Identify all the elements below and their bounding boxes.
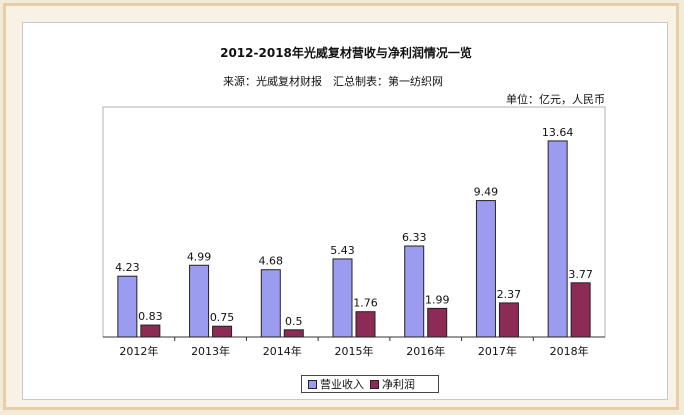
- data-label-profit: 2.37: [497, 288, 522, 301]
- data-label-profit: 0.5: [285, 315, 303, 328]
- chart-unit: 单位：亿元，人民币: [506, 93, 605, 106]
- data-label-profit: 3.77: [568, 268, 593, 281]
- x-tick-label: 2014年: [263, 344, 302, 358]
- bar-profit: [427, 307, 448, 338]
- legend: 营业收入 净利润: [301, 375, 439, 393]
- bar-revenue: [332, 258, 353, 338]
- x-tick-label: 2018年: [550, 344, 589, 358]
- data-label-profit: 1.99: [425, 293, 450, 306]
- x-tick-label: 2017年: [478, 344, 517, 358]
- chart-panel: 2012-2018年光威复材营收与净利润情况一览 来源：光威复材财报 汇总制表：…: [22, 22, 668, 400]
- legend-item-revenue: 营业收入: [308, 376, 364, 392]
- bar-profit: [355, 311, 376, 338]
- bar-revenue: [117, 275, 138, 338]
- bar-revenue: [475, 200, 496, 338]
- data-label-revenue: 4.99: [187, 250, 212, 263]
- bar-profit: [570, 282, 591, 338]
- bar-revenue: [404, 245, 425, 338]
- bar-revenue: [189, 264, 210, 338]
- legend-item-profit: 净利润: [370, 376, 415, 392]
- x-tick-label: 2013年: [191, 344, 230, 358]
- plot-area: [102, 106, 606, 338]
- data-label-revenue: 5.43: [330, 244, 355, 257]
- legend-swatch-revenue: [308, 379, 317, 389]
- data-label-revenue: 9.49: [474, 186, 499, 199]
- bar-revenue: [260, 269, 281, 338]
- outer-frame: 2012-2018年光威复材营收与净利润情况一览 来源：光威复材财报 汇总制表：…: [3, 3, 679, 410]
- legend-label-profit: 净利润: [382, 378, 415, 391]
- bar-profit: [140, 324, 161, 338]
- x-tick-label: 2016年: [406, 344, 445, 358]
- data-label-profit: 0.83: [138, 310, 163, 323]
- chart-title: 2012-2018年光威复材营收与净利润情况一览: [220, 46, 472, 60]
- bar-chart: 4.23 0.83 2012年 4.99 0.75 2013年 4.68 0.5 2014年 5.…: [102, 106, 606, 358]
- data-label-revenue: 13.64: [542, 126, 574, 139]
- bar-profit: [498, 302, 519, 338]
- bar-profit: [212, 325, 233, 338]
- data-label-profit: 0.75: [210, 311, 235, 324]
- legend-swatch-profit: [370, 379, 379, 389]
- data-label-revenue: 4.23: [115, 261, 140, 274]
- legend-label-revenue: 营业收入: [320, 378, 364, 391]
- bar-revenue: [547, 140, 568, 338]
- bar-profit: [283, 329, 304, 338]
- data-label-revenue: 4.68: [259, 255, 284, 268]
- x-tick-label: 2012年: [119, 344, 158, 358]
- data-label-profit: 1.76: [353, 297, 378, 310]
- data-label-revenue: 6.33: [402, 231, 427, 244]
- chart-source: 来源：光威复材财报 汇总制表：第一纺织网: [223, 75, 443, 88]
- x-tick-label: 2015年: [335, 344, 374, 358]
